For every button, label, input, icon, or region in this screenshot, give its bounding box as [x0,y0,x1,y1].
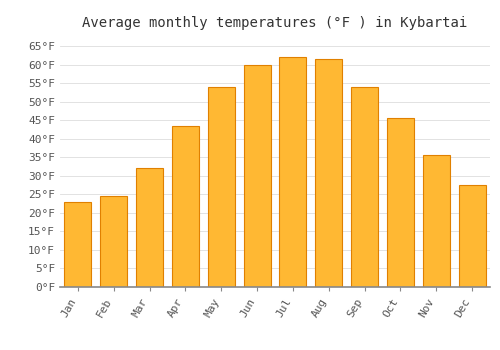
Bar [208,87,234,287]
Title: Average monthly temperatures (°F ) in Kybartai: Average monthly temperatures (°F ) in Ky… [82,16,468,30]
Bar [244,65,270,287]
Bar [351,87,378,287]
Bar [280,57,306,287]
Bar [136,168,163,287]
Bar [387,118,414,287]
Bar [100,196,127,287]
Bar [423,155,450,287]
Bar [172,126,199,287]
Bar [458,185,485,287]
Bar [316,59,342,287]
Bar [64,202,92,287]
